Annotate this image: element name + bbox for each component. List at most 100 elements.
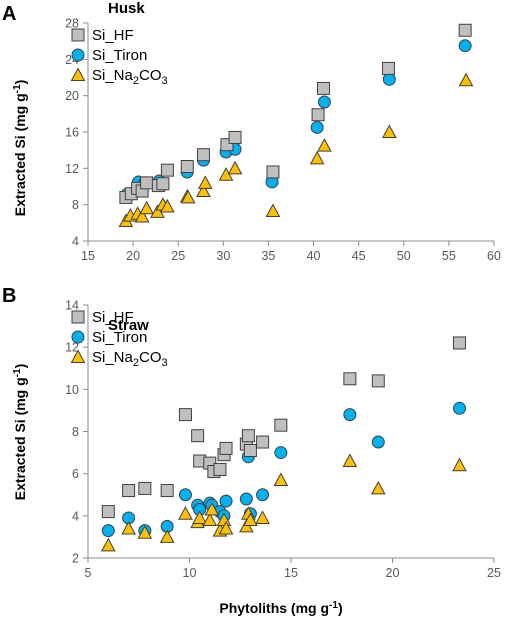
x-tick-label: 25: [487, 566, 501, 580]
data-point-triangle: [342, 453, 358, 468]
x-tick-label: 35: [261, 249, 275, 263]
data-point-triangle: [121, 520, 136, 535]
panel-straw: B Straw Extracted Si (mg g-1) Phytoliths…: [2, 285, 501, 616]
legend-label: Si_Tiron: [92, 329, 147, 346]
data-point-triangle: [273, 472, 289, 486]
data-point-square: [140, 176, 154, 190]
panel-label-b: B: [2, 285, 16, 307]
data-point-triangle: [139, 200, 154, 215]
x-tick-label: 25: [171, 249, 185, 263]
data-point-square: [371, 374, 385, 388]
data-point-triangle: [202, 512, 218, 527]
legend-husk: Si_HF Si_Tiron Si_Na2CO3: [70, 27, 168, 87]
data-point-triangle: [100, 537, 116, 552]
data-point-square: [138, 481, 152, 495]
data-point-circle: [458, 39, 472, 53]
y-tick-label: 4: [72, 509, 79, 523]
data-point-square: [160, 484, 174, 498]
legend-label: Si_HF: [92, 309, 134, 326]
data-point-triangle: [137, 525, 153, 539]
data-point-square: [458, 23, 472, 37]
legend-marker-square: [71, 28, 85, 42]
data-point-square: [241, 429, 255, 443]
y-tick-label: 20: [65, 89, 79, 103]
data-point-square: [180, 160, 194, 174]
y-tick-label: 4: [72, 235, 79, 249]
data-point-triangle: [134, 208, 150, 223]
data-point-triangle: [255, 510, 270, 524]
data-point-square: [316, 81, 330, 95]
data-point-circle: [343, 408, 357, 422]
data-point-triangle: [452, 457, 467, 472]
data-point-square: [122, 484, 136, 498]
data-point-square: [381, 61, 395, 75]
x-tick-label: 20: [126, 249, 140, 263]
x-tick-label: 40: [307, 249, 321, 263]
data-point-triangle: [180, 189, 196, 204]
legend-label: Si_HF: [92, 27, 134, 44]
legend-marker-triangle: [70, 67, 86, 81]
legend-straw: Si_HF Si_Tiron Si_Na2CO3: [70, 309, 168, 369]
data-point-square: [256, 435, 270, 449]
x-tick-label: 45: [352, 249, 366, 263]
data-point-circle: [310, 120, 324, 134]
y-tick-label: 6: [72, 467, 79, 481]
data-point-square: [266, 165, 280, 179]
y-tick-label: 14: [65, 299, 79, 313]
chart-title-husk: Husk: [108, 0, 145, 17]
data-point-triangle: [197, 175, 213, 189]
x-tick-label: 5: [85, 566, 92, 580]
legend-marker-square: [71, 310, 85, 324]
legend-label: Si_Na2CO3: [92, 67, 168, 87]
y-tick-label: 16: [65, 126, 79, 140]
data-point-circle: [452, 401, 466, 415]
data-point-square: [196, 148, 210, 162]
axes-straw: 5 10 15 20 25 2 4 6 8 10 12 14: [65, 299, 501, 581]
x-tick-label: 55: [442, 249, 456, 263]
x-tick-label: 15: [81, 249, 95, 263]
legend-marker-circle: [71, 48, 85, 62]
data-point-square: [243, 443, 257, 457]
y-axis-title-straw: Extracted Si (mg g-1): [12, 364, 28, 501]
data-point-triangle: [227, 160, 243, 175]
data-point-square: [191, 429, 205, 443]
data-point-square: [101, 505, 115, 519]
x-tick-label: 10: [183, 566, 197, 580]
chart-title-straw: Straw: [108, 317, 149, 334]
data-point-square: [219, 441, 233, 455]
x-axis-title-straw: Phytoliths (mg g-1): [219, 600, 342, 616]
legend-marker-circle: [71, 330, 85, 344]
data-point-circle: [274, 446, 288, 460]
data-point-circle: [101, 524, 115, 538]
data-point-circle: [371, 435, 385, 449]
data-point-circle: [317, 95, 331, 109]
y-tick-label: 12: [65, 162, 79, 176]
data-point-triangle: [458, 72, 474, 87]
data-point-triangle: [317, 138, 332, 152]
legend-label: Si_Tiron: [92, 47, 147, 64]
marks-husk: [118, 23, 474, 228]
data-point-triangle: [204, 501, 220, 516]
x-tick-label: 60: [487, 249, 501, 263]
data-point-triangle: [159, 529, 175, 543]
data-point-triangle: [218, 520, 234, 535]
y-tick-label: 8: [72, 198, 79, 212]
data-point-square: [311, 108, 325, 122]
data-point-square: [274, 418, 288, 432]
panel-label-a: A: [2, 3, 16, 25]
data-point-circle: [256, 488, 270, 502]
data-point-triangle: [243, 512, 258, 527]
data-point-square: [228, 130, 242, 144]
y-tick-label: 10: [65, 383, 79, 397]
x-tick-label: 15: [284, 566, 298, 580]
data-point-triangle: [265, 203, 281, 218]
y-axis-title-husk: Extracted Si (mg g-1): [12, 80, 28, 217]
data-point-circle: [239, 492, 253, 506]
data-point-circle: [219, 494, 233, 508]
data-point-square: [160, 163, 174, 177]
x-tick-label: 20: [386, 566, 400, 580]
y-tick-label: 2: [72, 552, 79, 566]
data-point-square: [213, 462, 227, 476]
